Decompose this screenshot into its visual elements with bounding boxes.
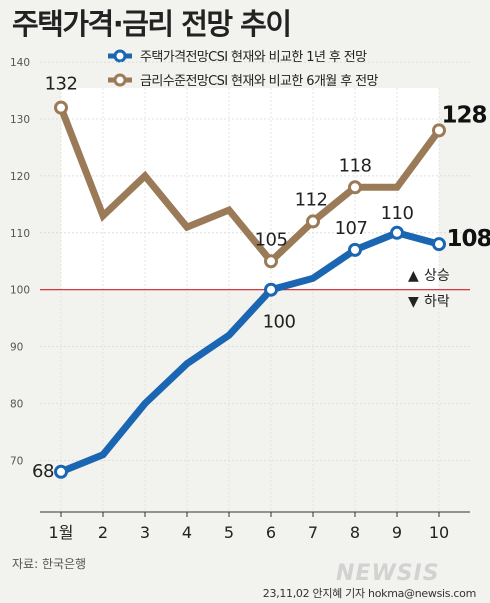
y-tick-label: 80 — [10, 399, 23, 411]
source-note: 자료: 한국은행 — [12, 556, 86, 571]
x-tick-label: 10 — [429, 523, 449, 542]
y-tick-label: 90 — [10, 342, 23, 354]
legend-rate-label: 금리수준전망CSI 현재와 비교한 6개월 후 전망 — [140, 74, 378, 89]
direction-annotations: ▲ 상승 ▼ 하락 — [408, 268, 450, 310]
housing-point — [264, 282, 278, 297]
y-tick-label: 120 — [10, 171, 30, 183]
legend-housing-swatch-marker — [113, 49, 127, 63]
x-tick-label: 7 — [308, 523, 318, 542]
x-tick-label: 2 — [98, 523, 108, 542]
rate-point — [54, 100, 68, 115]
down-triangle-icon: ▼ — [408, 294, 419, 310]
x-tick-label: 1월 — [49, 523, 74, 542]
housing-point — [432, 237, 446, 252]
series-rate — [54, 100, 446, 269]
rate-point — [306, 214, 320, 229]
housing-data-label: 110 — [381, 203, 414, 224]
rate-point — [348, 180, 362, 195]
rate-point — [432, 123, 446, 138]
x-tick-label: 5 — [224, 523, 234, 542]
housing-point — [54, 464, 68, 479]
chart-title: 주택가격·금리 전망 추이 — [12, 7, 291, 41]
housing-data-label: 68 — [32, 461, 54, 482]
y-axis-ticks: 140 130 120 110 100 90 80 70 — [10, 57, 30, 467]
y-tick-label: 110 — [10, 228, 30, 240]
rate-data-label: 132 — [45, 74, 78, 95]
up-label: 상승 — [424, 268, 450, 284]
down-label: 하락 — [424, 294, 450, 310]
rate-line — [57, 106, 442, 267]
housing-data-label: 107 — [335, 218, 368, 239]
housing-line — [59, 229, 440, 476]
x-tick-label: 9 — [392, 523, 402, 542]
x-tick-label: 4 — [182, 523, 192, 542]
housing-point — [348, 242, 362, 257]
x-tick-label: 3 — [140, 523, 150, 542]
rate-data-label: 128 — [441, 102, 486, 128]
legend-housing-label: 주택가격전망CSI 현재와 비교한 1년 후 전망 — [140, 50, 367, 65]
data-labels: 68 100 107 110 108 132 105 112 118 128 — [32, 74, 490, 482]
y-tick-label: 70 — [10, 455, 23, 467]
up-triangle-icon: ▲ — [408, 268, 419, 284]
housing-point — [390, 225, 404, 240]
x-tick-label: 8 — [350, 523, 360, 542]
rate-data-label: 105 — [255, 229, 288, 250]
rate-point — [264, 254, 278, 269]
housing-data-label: 100 — [263, 312, 296, 333]
x-tick-label: 6 — [266, 523, 276, 542]
legend-rate-swatch-marker — [113, 73, 127, 87]
legend: 주택가격전망CSI 현재와 비교한 1년 후 전망 금리수준전망CSI 현재와 … — [108, 49, 379, 89]
series-housing — [54, 225, 446, 479]
housing-data-label: 108 — [446, 226, 490, 252]
y-tick-label: 140 — [10, 57, 30, 69]
y-tick-label: 100 — [10, 285, 30, 297]
rate-data-label: 112 — [295, 189, 328, 210]
y-tick-label: 130 — [10, 114, 30, 126]
gridlines — [40, 61, 470, 512]
x-axis-ticks: 1월 2 3 4 5 6 7 8 9 10 — [40, 511, 470, 542]
watermark-logo: NEWSIS — [336, 561, 440, 586]
rate-data-label: 118 — [339, 155, 372, 176]
byline-credit: 23,11,02 안지혜 기자 hokma@newsis.com — [263, 587, 476, 600]
